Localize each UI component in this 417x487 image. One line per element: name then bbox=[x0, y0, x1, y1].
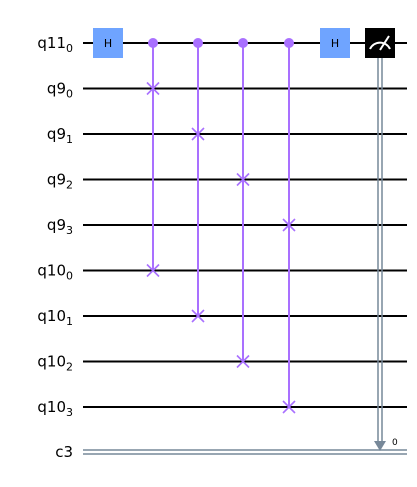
swap-cross bbox=[282, 218, 296, 232]
qubit-label: q110 bbox=[37, 34, 73, 55]
qubit-label: q100 bbox=[37, 262, 73, 283]
qubit-register-name: q10 bbox=[37, 307, 66, 325]
qubit-register-name: q9 bbox=[47, 216, 66, 234]
qubit-label: q92 bbox=[47, 171, 73, 192]
qubit-index: 3 bbox=[66, 224, 73, 237]
qubit-index: 0 bbox=[66, 270, 73, 283]
qubit-index: 2 bbox=[66, 179, 73, 192]
qubit-index: 2 bbox=[66, 361, 73, 374]
qubit-label: q101 bbox=[37, 307, 73, 328]
swap-cross bbox=[146, 81, 160, 96]
qubit-index: 3 bbox=[66, 406, 73, 419]
qubit-label: q90 bbox=[47, 80, 73, 101]
swap-cross bbox=[236, 172, 250, 187]
swap-cross bbox=[191, 127, 205, 141]
swap-cross bbox=[146, 263, 160, 278]
qubit-register-name: q9 bbox=[47, 125, 66, 143]
classical-bit-index: 0 bbox=[392, 438, 398, 448]
qubit-register-name: q9 bbox=[47, 80, 66, 98]
qubit-label: q102 bbox=[37, 353, 73, 374]
hadamard-gate-label: H bbox=[104, 37, 112, 50]
measure-arrowhead bbox=[374, 441, 386, 451]
control-dot bbox=[284, 38, 294, 48]
hadamard-gate-label: H bbox=[331, 37, 339, 50]
swap-cross bbox=[282, 400, 296, 414]
meter-needle-icon bbox=[379, 35, 390, 51]
qubit-label: q91 bbox=[47, 125, 73, 146]
qubit-label: q103 bbox=[37, 398, 73, 419]
circuit-wires bbox=[83, 42, 407, 455]
swap-cross bbox=[236, 354, 250, 369]
qubit-register-name: q10 bbox=[37, 262, 66, 280]
qubit-register-name: q11 bbox=[37, 34, 66, 52]
qubit-register-name: q10 bbox=[37, 353, 66, 371]
qubit-register-name: q9 bbox=[47, 171, 66, 189]
circuit-gates: H H 0 bbox=[93, 28, 398, 451]
swap-cross bbox=[191, 309, 205, 323]
control-dot bbox=[148, 38, 158, 48]
qubit-label: q93 bbox=[47, 216, 73, 237]
control-dot bbox=[238, 38, 248, 48]
control-dot bbox=[193, 38, 203, 48]
classical-register-label: c3 bbox=[55, 443, 73, 461]
hadamard-gate bbox=[320, 28, 350, 58]
qubit-index: 1 bbox=[66, 315, 73, 328]
meter-arc-icon bbox=[369, 41, 391, 50]
qubit-register-name: q10 bbox=[37, 398, 66, 416]
qubit-index: 0 bbox=[66, 42, 73, 55]
hadamard-gate bbox=[93, 28, 123, 58]
qubit-index: 1 bbox=[66, 133, 73, 146]
qubit-index: 0 bbox=[66, 88, 73, 101]
